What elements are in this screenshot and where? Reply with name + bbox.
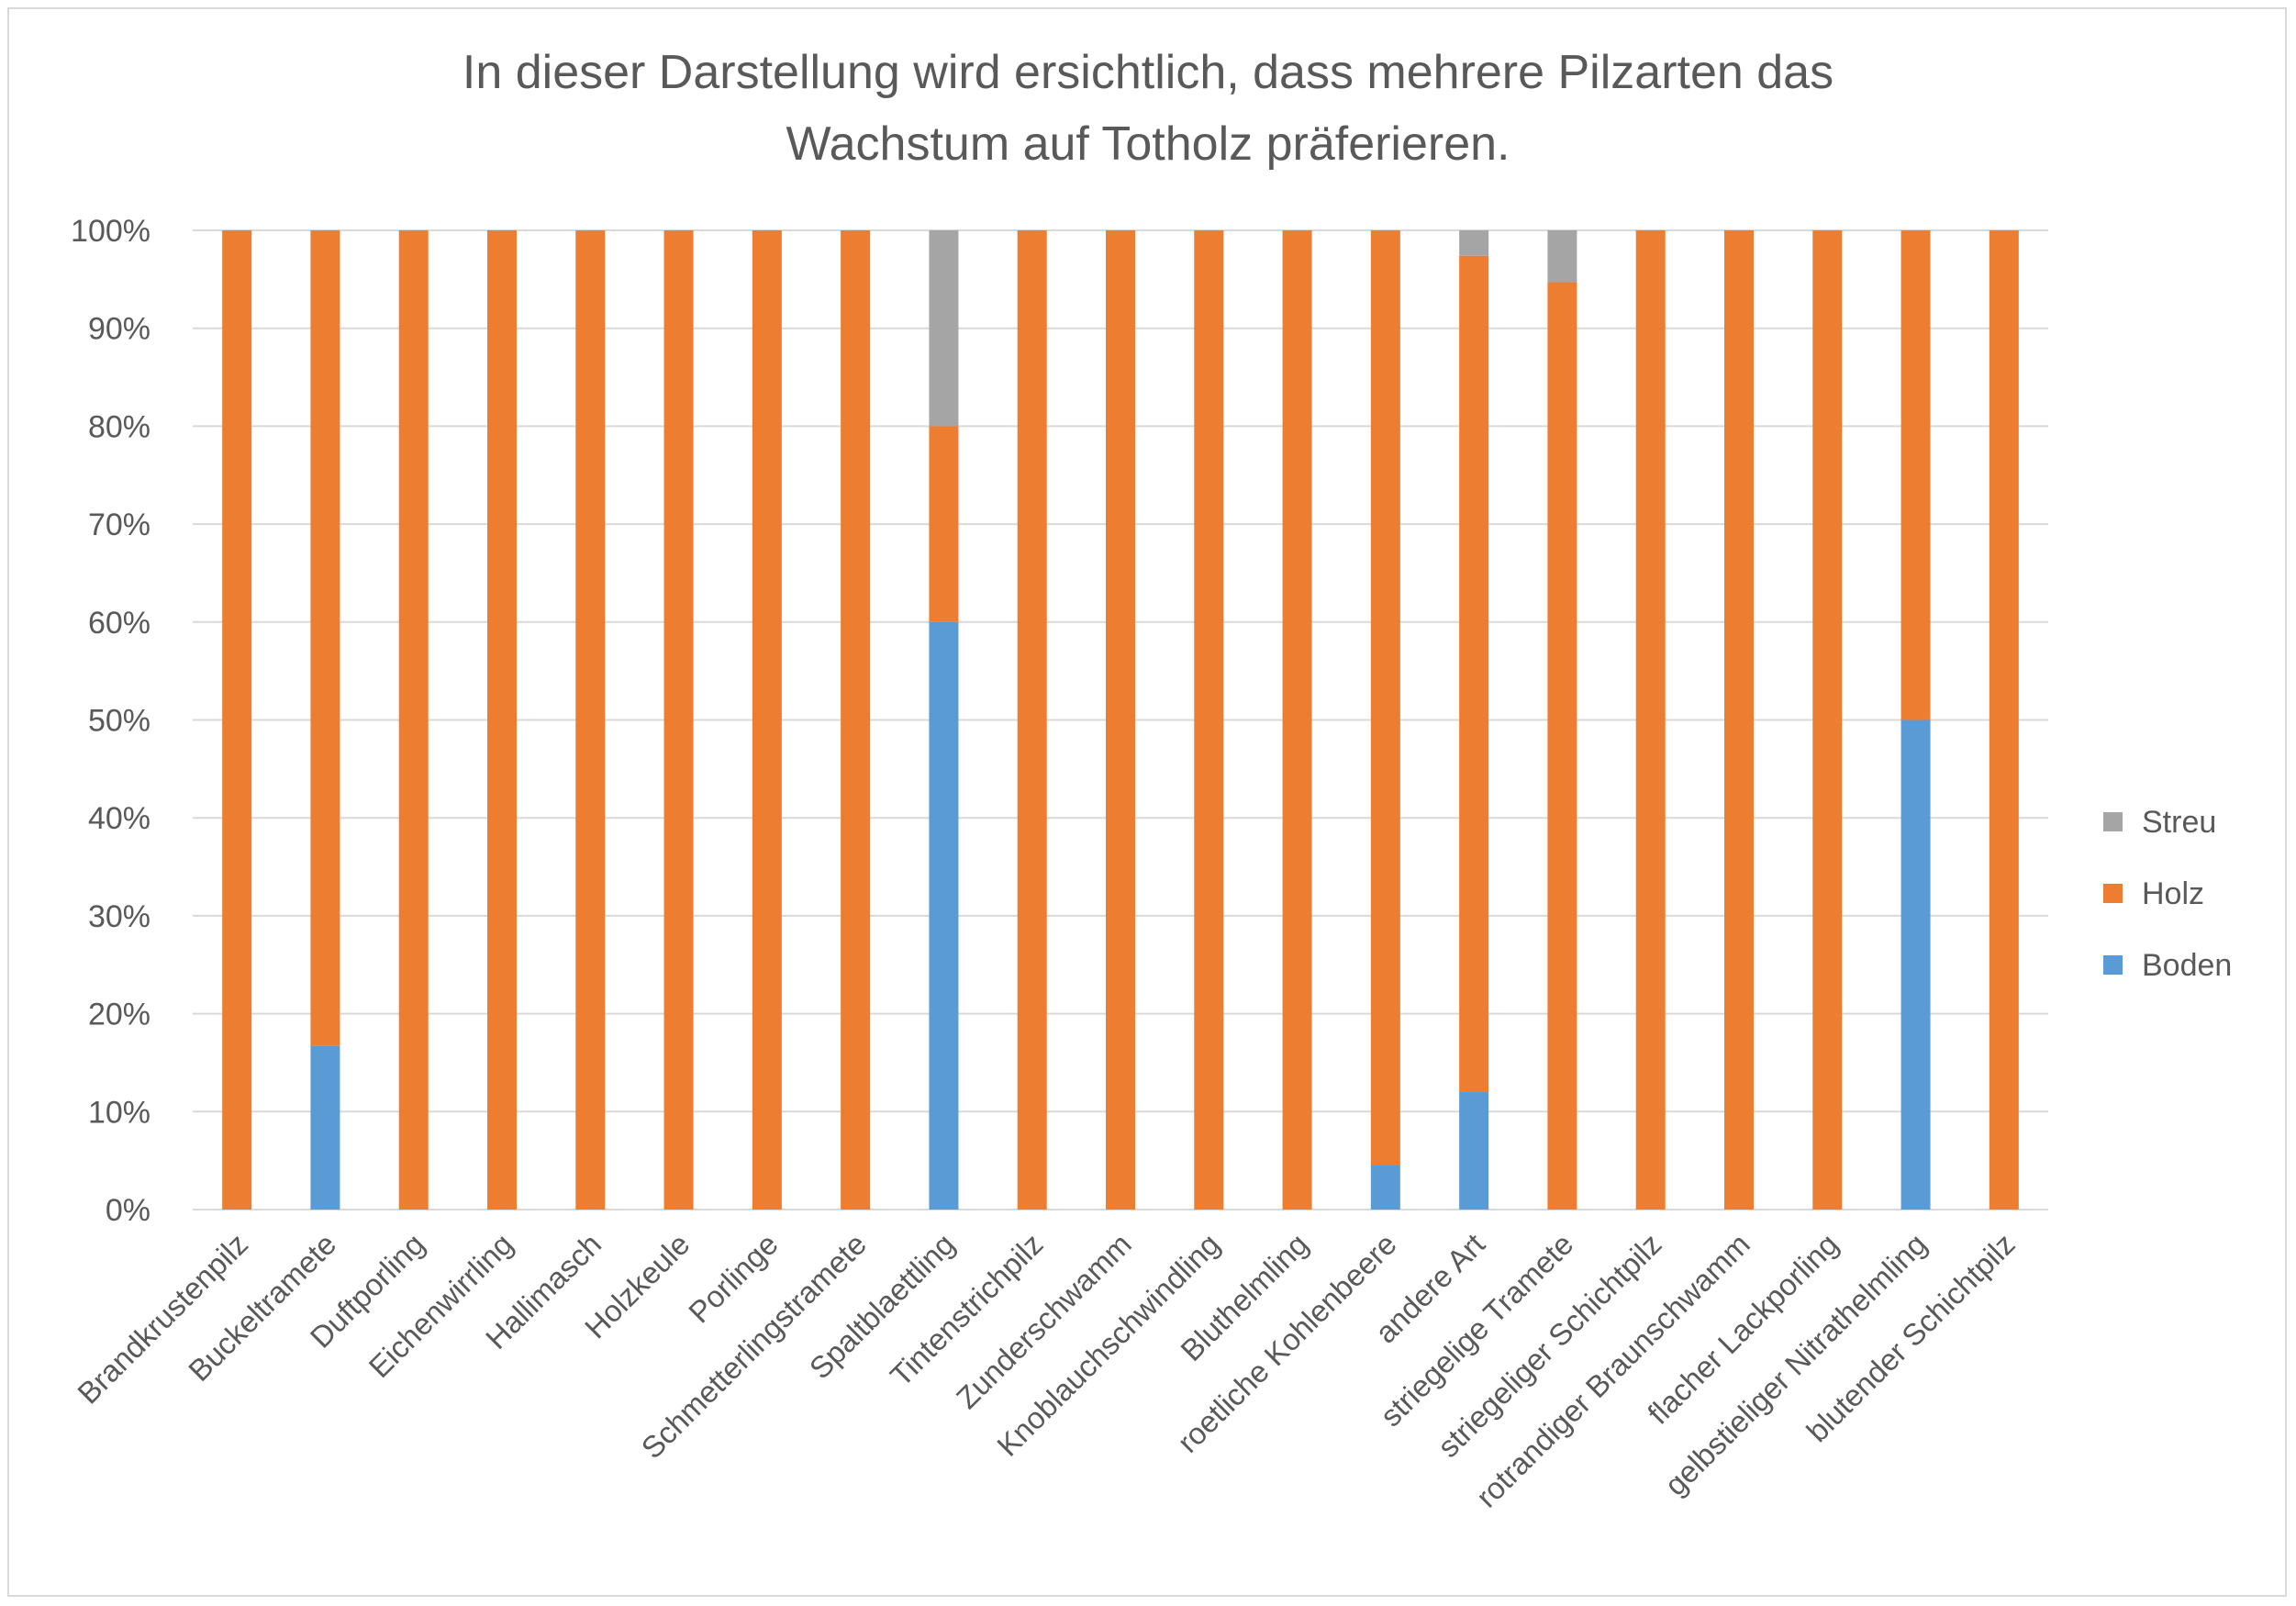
bar-holz	[752, 230, 782, 1210]
bar-holz	[222, 230, 252, 1210]
bar-holz	[1812, 230, 1843, 1210]
bar-holz	[929, 426, 959, 622]
legend-swatch-streu	[2103, 812, 2123, 831]
chart-title: In dieser Darstellung wird ersichtlich, …	[0, 37, 2296, 180]
bar-holz	[663, 230, 694, 1210]
bar-holz	[487, 230, 517, 1210]
bar-holz	[575, 230, 606, 1210]
y-tick-label: 0%	[106, 1193, 150, 1228]
bar-holz	[398, 230, 429, 1210]
bar-holz	[1459, 255, 1489, 1092]
legend-label-holz: Holz	[2142, 876, 2204, 911]
bar-holz	[1989, 230, 2019, 1210]
bar-holz	[1547, 282, 1577, 1210]
bar-holz	[841, 230, 871, 1210]
y-tick-label: 80%	[88, 409, 150, 444]
bar-holz	[1724, 230, 1754, 1210]
y-tick-label: 70%	[88, 507, 150, 542]
x-tick-label: Tintenstrichpilz	[884, 1227, 1050, 1393]
legend-swatch-boden	[2103, 955, 2123, 975]
bar-holz	[1635, 230, 1666, 1210]
bar-boden	[929, 621, 959, 1210]
bar-holz	[1370, 230, 1400, 1165]
bar-holz	[1900, 230, 1931, 720]
bar-boden	[1370, 1165, 1400, 1210]
bar-boden	[1459, 1091, 1489, 1210]
legend-label-boden: Boden	[2142, 948, 2232, 983]
bar-holz	[1106, 230, 1135, 1210]
y-tick-label: 20%	[88, 998, 150, 1032]
bar-holz	[1017, 230, 1047, 1210]
y-tick-label: 10%	[88, 1095, 150, 1130]
bar-streu	[1547, 230, 1577, 283]
bar-holz	[310, 230, 340, 1046]
y-tick-label: 60%	[88, 606, 150, 641]
bar-boden	[310, 1045, 340, 1210]
y-tick-label: 50%	[88, 704, 150, 739]
legend-label-streu: Streu	[2142, 805, 2216, 840]
y-tick-label: 30%	[88, 899, 150, 934]
bar-streu	[1459, 230, 1489, 256]
chart-title-line-1: In dieser Darstellung wird ersichtlich, …	[462, 46, 1834, 99]
bar-streu	[929, 230, 959, 427]
bar-boden	[1900, 719, 1931, 1210]
chart-title-line-2: Wachstum auf Totholz präferieren.	[786, 117, 1510, 171]
y-tick-label: 100%	[71, 214, 150, 249]
y-tick-label: 90%	[88, 312, 150, 347]
bar-holz	[1282, 230, 1312, 1210]
legend-swatch-holz	[2103, 884, 2123, 903]
y-tick-label: 40%	[88, 801, 150, 836]
bar-holz	[1194, 230, 1224, 1210]
